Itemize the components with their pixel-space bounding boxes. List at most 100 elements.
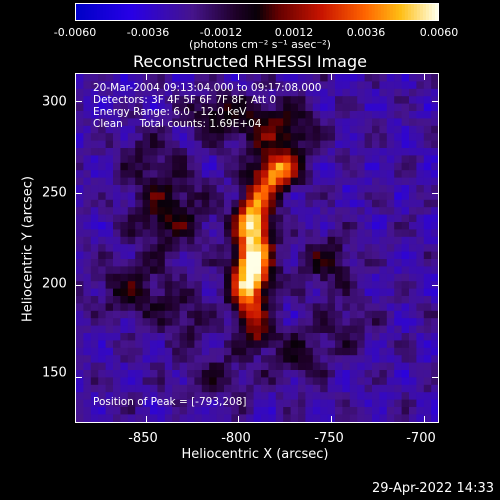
heatmap-cell (194, 214, 203, 223)
heatmap-cell (275, 266, 284, 275)
heatmap-cell (231, 236, 240, 245)
heatmap-cell (386, 229, 395, 238)
heatmap-cell (150, 185, 158, 193)
heatmap-cell (335, 370, 343, 378)
heatmap-cell (150, 148, 158, 156)
heatmap-cell (268, 229, 277, 238)
heatmap-cell (90, 199, 99, 208)
heatmap-cell (312, 325, 321, 334)
heatmap-cell (342, 214, 351, 223)
heatmap-cell (283, 244, 291, 252)
colorbar-swatch (314, 4, 318, 20)
heatmap-cell (98, 103, 106, 112)
heatmap-cell (386, 355, 395, 363)
heatmap-cell (113, 318, 121, 326)
heatmap-cell (283, 162, 291, 171)
heatmap-cell (187, 266, 195, 275)
heatmap-cell (386, 325, 395, 334)
heatmap-cell (231, 155, 240, 164)
heatmap-cell (372, 140, 380, 149)
heatmap-cell (283, 414, 291, 422)
heatmap-cell (409, 170, 417, 178)
heatmap-cell (135, 244, 143, 252)
heatmap-cell (164, 170, 173, 178)
heatmap-cell (298, 88, 306, 97)
heatmap-cell (335, 118, 343, 127)
heatmap-cell (379, 251, 388, 260)
heatmap-cell (349, 140, 358, 149)
heatmap-cell (90, 155, 99, 164)
heatmap-cell (394, 222, 402, 230)
heatmap-cell (394, 214, 402, 223)
heatmap-cell (386, 185, 395, 193)
heatmap-cell (157, 340, 166, 349)
x-tick-label: -750 (314, 431, 344, 446)
heatmap-cell (335, 340, 343, 349)
heatmap-cell (113, 288, 121, 297)
heatmap-cell (268, 125, 277, 134)
heatmap-cell (394, 399, 402, 408)
heatmap-cell (120, 259, 129, 267)
heatmap-cell (320, 399, 328, 408)
heatmap-cell (305, 185, 314, 193)
heatmap-cell (224, 259, 232, 267)
heatmap-cell (349, 192, 358, 201)
heatmap-cell (201, 296, 210, 304)
heatmap-cell (423, 133, 432, 141)
heatmap-cell (386, 214, 395, 223)
heatmap-cell (120, 162, 129, 171)
heatmap-cell (312, 199, 321, 208)
heatmap-cell (216, 355, 225, 363)
heatmap-cell (172, 318, 180, 326)
heatmap-cell (372, 392, 380, 400)
heatmap-cell (283, 155, 291, 164)
heatmap-cell (275, 148, 284, 156)
heatmap-cell (372, 214, 380, 223)
heatmap-cell (298, 392, 306, 400)
heatmap-cell (113, 244, 121, 252)
heatmap-cell (164, 377, 173, 386)
heatmap-cell (253, 236, 262, 245)
heatmap-cell (150, 414, 158, 422)
heatmap-cell (298, 118, 306, 127)
colorbar-swatch (214, 4, 219, 20)
heatmap-cell (431, 310, 438, 319)
heatmap-cell (342, 333, 351, 341)
heatmap-cell (216, 162, 225, 171)
heatmap-cell (268, 81, 277, 90)
heatmap-cell (357, 347, 365, 356)
heatmap-cell (268, 74, 277, 82)
heatmap-cell (342, 310, 351, 319)
heatmap-cell (187, 347, 195, 356)
heatmap-cell (357, 170, 365, 178)
heatmap-cell (187, 96, 195, 104)
heatmap-cell (172, 347, 180, 356)
heatmap-cell (76, 222, 84, 230)
heatmap-cell (275, 162, 284, 171)
heatmap-cell (201, 148, 210, 156)
colorbar-swatch (145, 4, 149, 20)
heatmap-cell (335, 296, 343, 304)
heatmap-cell (246, 214, 254, 223)
heatmap-cell (187, 281, 195, 289)
heatmap-cell (120, 207, 129, 215)
heatmap-cell (157, 185, 166, 193)
heatmap-cell (305, 118, 314, 127)
heatmap-cell (342, 251, 351, 260)
heatmap-cell (320, 318, 328, 326)
heatmap-cell (320, 125, 328, 134)
heatmap-cell (164, 384, 173, 393)
colorbar-swatch (253, 4, 258, 20)
heatmap-cell (305, 222, 314, 230)
heatmap-cell (83, 118, 92, 127)
heatmap-cell (372, 125, 380, 134)
heatmap-cell (209, 118, 217, 127)
heatmap-cell (409, 236, 417, 245)
heatmap-cell (253, 325, 262, 334)
heatmap-cell (275, 273, 284, 282)
heatmap-cell (290, 288, 299, 297)
heatmap-cell (201, 340, 210, 349)
heatmap-cell (423, 244, 432, 252)
heatmap-cell (120, 103, 129, 112)
heatmap-cell (327, 347, 336, 356)
